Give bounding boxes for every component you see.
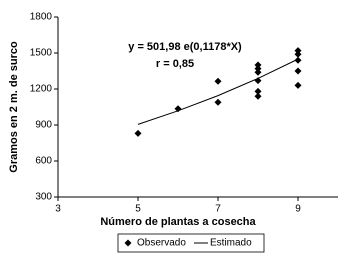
annotation: y = 501,98 e(0,1178*X): [128, 41, 242, 53]
y-tick-label: 1500: [30, 48, 53, 59]
x-axis-label: Número de plantas a cosecha: [100, 216, 256, 228]
legend-label: Estimado: [210, 238, 252, 249]
y-tick-label: 900: [35, 120, 52, 131]
y-tick-label: 1800: [30, 12, 53, 23]
legend-label: Observado: [137, 238, 186, 249]
x-tick-label: 3: [55, 204, 61, 215]
data-point: [294, 81, 302, 89]
data-point: [254, 87, 262, 95]
x-tick-label: 7: [215, 204, 221, 215]
fit-line: [137, 58, 299, 125]
x-tick-label: 5: [135, 204, 141, 215]
y-tick-label: 300: [35, 192, 52, 203]
y-tick-label: 600: [35, 156, 52, 167]
data-point: [254, 92, 262, 100]
legend-symbol: [124, 239, 132, 247]
data-point: [254, 68, 262, 76]
y-axis-label: Gramos en 2 m. de surco: [8, 41, 20, 173]
data-point: [294, 56, 302, 64]
data-point: [214, 98, 222, 106]
data-point: [294, 47, 302, 55]
data-point: [214, 77, 222, 85]
x-tick-label: 9: [295, 204, 301, 215]
data-point: [294, 67, 302, 75]
data-point: [254, 65, 262, 73]
annotation: r = 0,85: [156, 58, 194, 70]
legend-box: [117, 233, 265, 253]
y-tick-label: 1200: [30, 84, 53, 95]
data-point: [294, 50, 302, 58]
data-point: [254, 61, 262, 69]
data-point: [134, 129, 142, 137]
